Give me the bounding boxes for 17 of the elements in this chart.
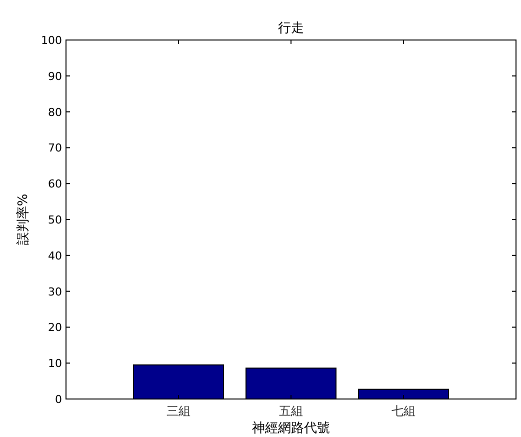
y-tick-label: 70: [48, 142, 62, 155]
y-tick-label: 30: [48, 285, 62, 298]
y-tick-label: 60: [48, 178, 62, 191]
y-tick-label: 40: [48, 249, 62, 262]
x-tick-label: 七組: [392, 404, 416, 418]
chart-title: 行走: [278, 21, 304, 36]
x-axis-title: 神經網路代號: [252, 421, 330, 436]
y-tick-label: 90: [48, 70, 62, 83]
y-tick-label: 100: [41, 34, 62, 47]
y-tick-label: 20: [48, 321, 62, 334]
y-tick-label: 0: [55, 393, 62, 406]
y-axis-title: 誤判率%: [15, 194, 31, 246]
x-tick-label: 五組: [279, 404, 303, 418]
y-tick-label: 10: [48, 357, 62, 370]
y-tick-label: 50: [48, 214, 62, 226]
y-tick-label: 80: [48, 106, 62, 119]
x-tick-label: 三組: [166, 404, 190, 418]
